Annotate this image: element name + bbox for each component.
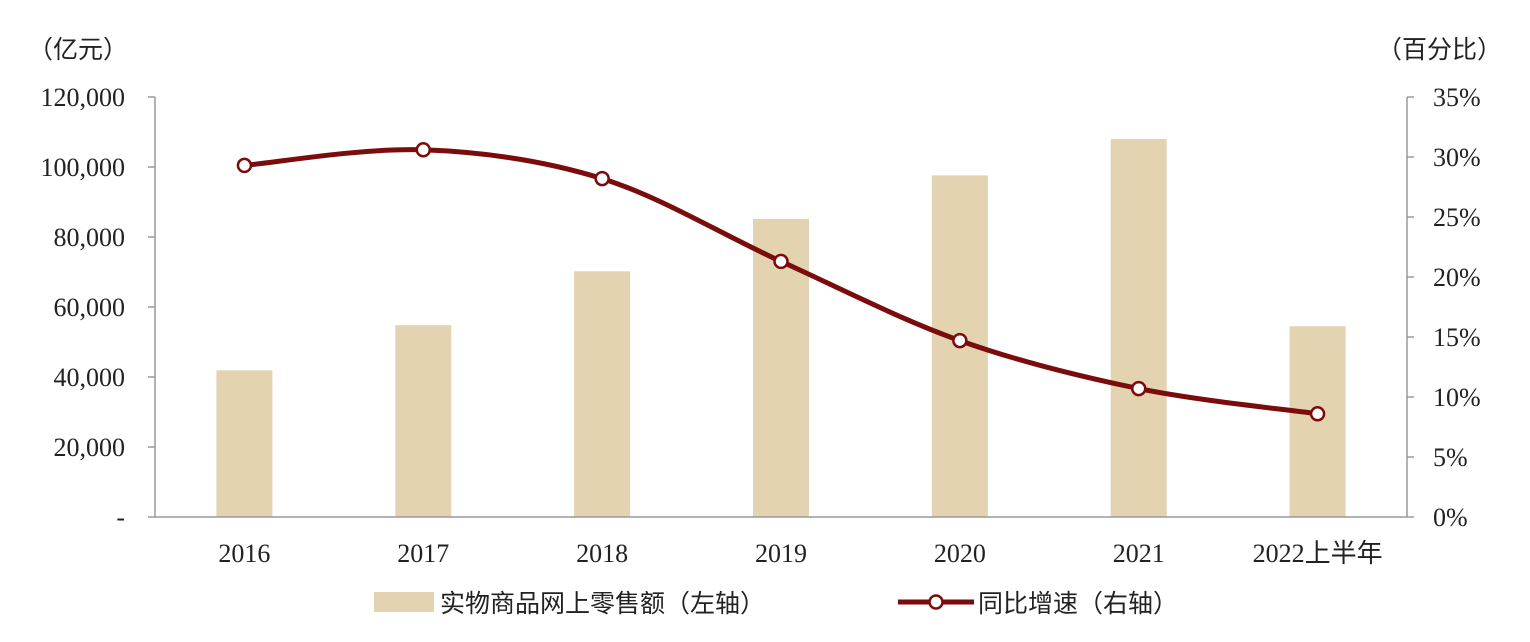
left-tick-label: 40,000 <box>54 363 126 392</box>
right-tick-label: 25% <box>1433 203 1481 232</box>
legend-label-line: 同比增速（右轴） <box>978 589 1178 618</box>
right-tick-label: 0% <box>1433 503 1468 532</box>
axes: - 20,000 40,000 60,000 80,000 100,000 120,000 0… <box>41 83 1481 568</box>
x-tick-label: 2021 <box>1113 539 1165 568</box>
x-tick-label: 2020 <box>934 539 986 568</box>
x-tick-label: 2022上半年 <box>1253 539 1383 568</box>
growth-point-2016 <box>236 157 253 174</box>
left-tick-label: 80,000 <box>54 223 126 252</box>
right-tick-label: 35% <box>1433 83 1481 112</box>
bar-2018 <box>574 271 631 517</box>
left-tick-label: 20,000 <box>54 433 126 462</box>
growth-point-2017 <box>415 142 432 158</box>
legend-swatch-bar <box>374 592 434 612</box>
right-tick-label: 15% <box>1433 323 1481 352</box>
left-tick-label: 100,000 <box>41 153 126 182</box>
growth-point-2018 <box>594 170 610 187</box>
growth-point-2020 <box>952 332 968 349</box>
legend-label-bar: 实物商品网上零售额（左轴） <box>440 589 765 618</box>
line-series <box>236 142 1326 422</box>
left-tick-label: 120,000 <box>41 83 126 112</box>
left-tick-label: - <box>116 503 125 532</box>
legend: 实物商品网上零售额（左轴） 同比增速（右轴） <box>374 589 1178 618</box>
right-tick-label: 20% <box>1433 263 1481 292</box>
right-axis-unit-label: （百分比） <box>1377 35 1502 64</box>
growth-point-2021 <box>1130 380 1147 397</box>
x-tick-label: 2016 <box>218 539 270 568</box>
left-axis-unit-label: （亿元） <box>28 35 128 64</box>
right-tick-label: 5% <box>1433 443 1468 472</box>
x-tick-label: 2019 <box>755 539 807 568</box>
left-tick-label: 60,000 <box>54 293 126 322</box>
bar-series <box>216 139 1346 518</box>
legend-swatch-marker <box>928 594 944 610</box>
right-tick-label: 10% <box>1433 383 1481 412</box>
x-tick-label: 2018 <box>576 539 628 568</box>
bar-2017 <box>395 325 452 517</box>
growth-point-2022上半年 <box>1309 406 1326 422</box>
bar-2021 <box>1110 139 1167 517</box>
x-tick-label: 2017 <box>397 539 449 568</box>
right-tick-label: 30% <box>1433 143 1481 172</box>
bar-2022上半年 <box>1289 326 1346 517</box>
growth-point-2019 <box>773 253 789 270</box>
bar-2016 <box>216 370 273 517</box>
